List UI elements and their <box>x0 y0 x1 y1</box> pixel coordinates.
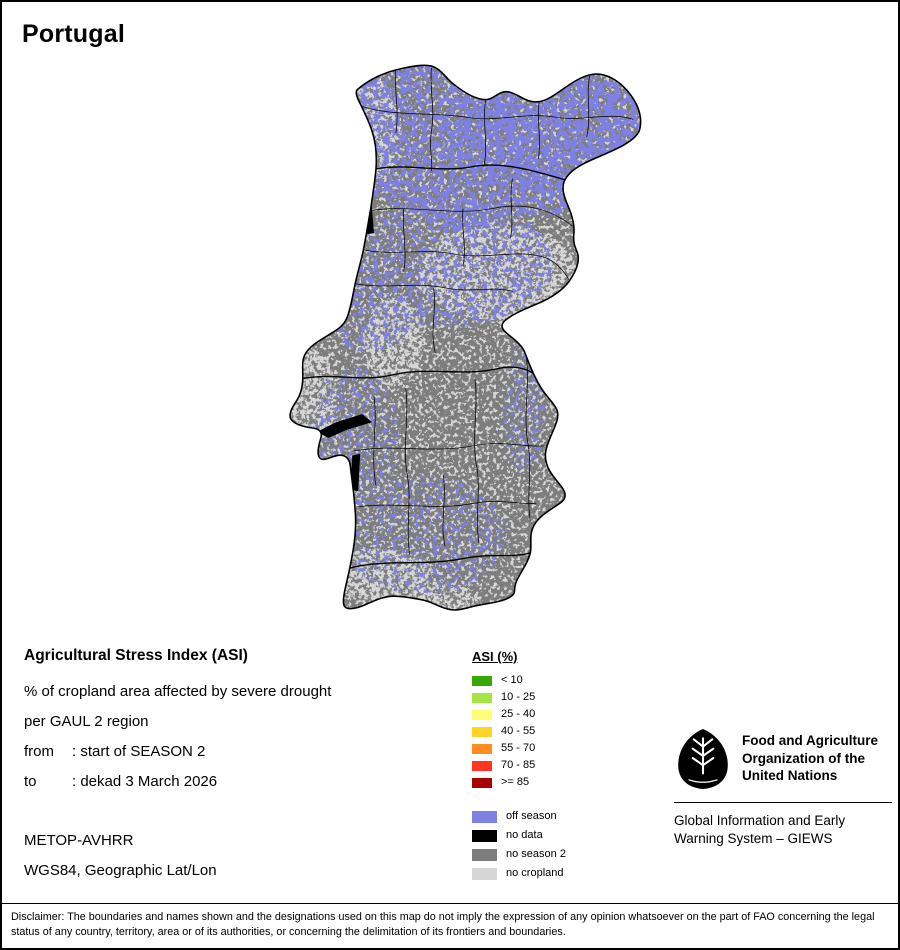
legend-color-chip <box>472 743 492 754</box>
legend-row: >= 85 <box>472 774 566 791</box>
legend-row: 10 - 25 <box>472 689 566 706</box>
legend-row: no season 2 <box>472 845 566 864</box>
legend-row: no cropland <box>472 864 566 883</box>
legend-label: 70 - 85 <box>501 759 536 771</box>
legend-row: off season <box>472 807 566 826</box>
fao-block: Food and Agriculture Organization of the… <box>674 728 892 803</box>
period-to: to : dekad 3 March 2026 <box>24 774 331 789</box>
gaul2-boundaries <box>354 67 634 555</box>
fao-logo <box>678 729 728 789</box>
legend-color-chip <box>472 848 497 861</box>
legend-color-chip <box>472 777 492 788</box>
legend-color-chip <box>472 810 497 823</box>
asi-subtitle-1: % of cropland area affected by severe dr… <box>24 682 332 700</box>
wheat-ear-icon <box>691 737 715 775</box>
legend-row: 40 - 55 <box>472 723 566 740</box>
asi-subtitle-2: per GAUL 2 region <box>24 712 149 730</box>
fiat-panis-mark <box>688 779 718 783</box>
legend-color-chip <box>472 867 497 880</box>
legend-label: 55 - 70 <box>501 742 536 754</box>
portugal-map <box>285 50 647 626</box>
org-block: Food and Agriculture Organization of the… <box>674 728 892 848</box>
legend-color-chip <box>472 726 492 737</box>
giews-name: Global Information and Early Warning Sys… <box>674 813 846 847</box>
legend-label: 40 - 55 <box>501 725 536 737</box>
portugal-outline <box>289 64 642 611</box>
asi-heading: Agricultural Stress Index (ASI) <box>24 647 248 664</box>
legend-label: < 10 <box>501 674 523 686</box>
to-label: to <box>24 772 37 790</box>
legend-color-chip <box>472 829 497 842</box>
legend-color-chip <box>472 675 492 686</box>
legend-heading: ASI (%) <box>472 649 518 664</box>
from-value: : start of SEASON 2 <box>72 742 206 760</box>
legend-row: 55 - 70 <box>472 740 566 757</box>
legend-label: no season 2 <box>506 848 566 860</box>
legend-label: off season <box>506 810 557 822</box>
legend-label: no cropland <box>506 867 564 879</box>
legend-color-chip <box>472 709 492 720</box>
page-title: Portugal <box>22 20 125 48</box>
legend-label: 10 - 25 <box>501 691 536 703</box>
asi-legend-rows: < 10 10 - 25 25 - 40 40 - 55 55 - 70 70 - 85 >… <box>472 672 566 791</box>
legend-row: 25 - 40 <box>472 706 566 723</box>
projection-name: WGS84, Geographic Lat/Lon <box>24 861 217 879</box>
legend-label: no data <box>506 829 543 841</box>
portugal-asi-map-svg <box>289 64 642 611</box>
to-value: : dekad 3 March 2026 <box>72 772 218 790</box>
sensor-name: METOP-AVHRR <box>24 831 134 849</box>
legend-color-chip <box>472 760 492 771</box>
fao-name: Food and Agriculture Organization of the… <box>742 733 878 784</box>
legend-color-chip <box>472 692 492 703</box>
legend-row: < 10 <box>472 672 566 689</box>
legend-label: 25 - 40 <box>501 708 536 720</box>
legend-row: 70 - 85 <box>472 757 566 774</box>
coverage-legend-rows: off season no data no season 2 no cropland <box>472 807 566 883</box>
map-legend: ASI (%) < 10 10 - 25 25 - 40 40 - 55 55 - 70… <box>472 650 566 883</box>
legend-label: >= 85 <box>501 776 530 788</box>
period-from: from : start of SEASON 2 <box>24 744 331 759</box>
gaul1-boundaries <box>302 164 566 570</box>
info-block: Agricultural Stress Index (ASI) % of cro… <box>24 648 331 893</box>
legend-row: no data <box>472 826 566 845</box>
tagus-estuary <box>316 414 373 438</box>
disclaimer-text: Disclaimer: The boundaries and names sho… <box>2 903 898 940</box>
from-label: from <box>24 742 54 760</box>
